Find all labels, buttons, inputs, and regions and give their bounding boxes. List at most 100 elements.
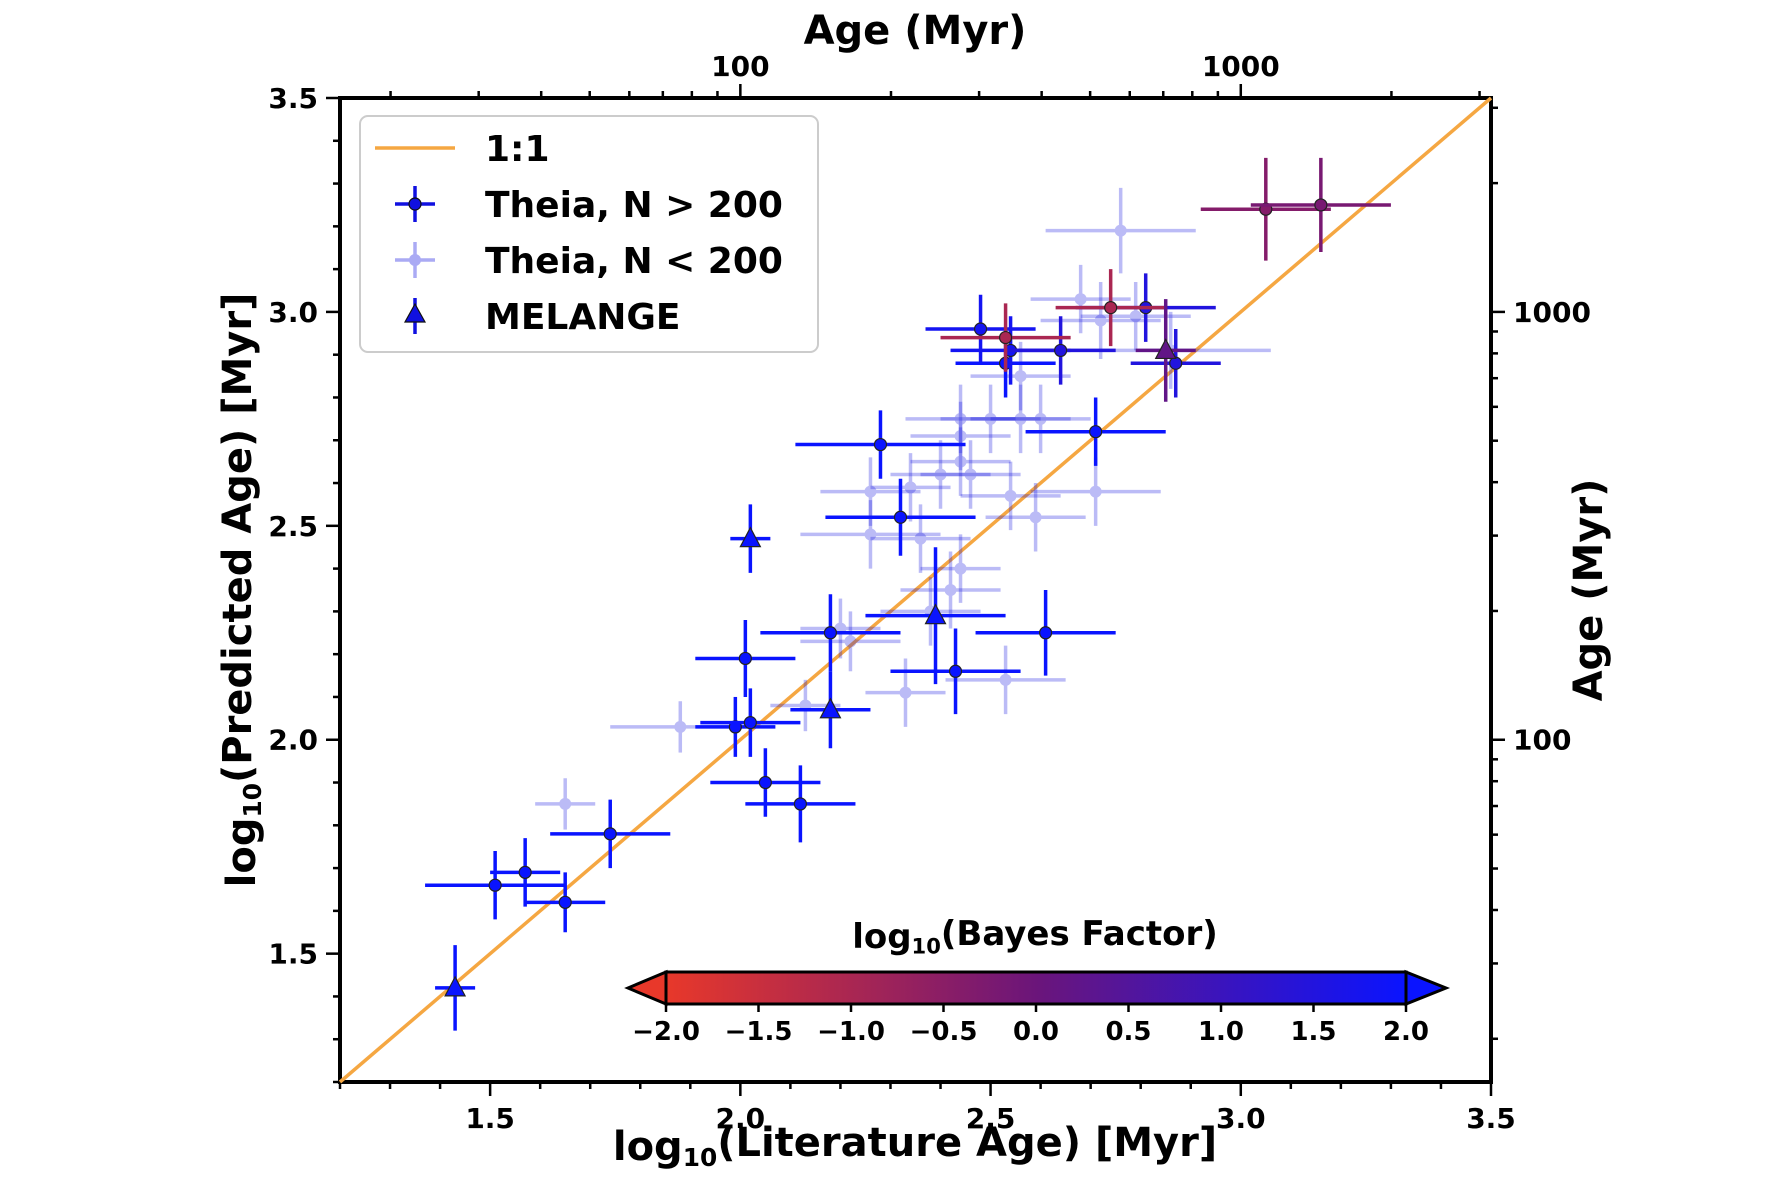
theia-small-point	[960, 461, 1061, 531]
one-to-one-line	[338, 96, 1493, 1084]
right-y-tick-label: 100	[1513, 724, 1571, 757]
colorbar-tick-label: 0.5	[1105, 1017, 1151, 1047]
theia-small-point	[870, 504, 971, 573]
theia-big-marker	[948, 664, 963, 678]
colorbar-tick-label: 0.0	[1013, 1017, 1059, 1047]
colorbar-tick-label: −2.0	[632, 1017, 700, 1047]
legend-melange-swatch	[403, 298, 427, 334]
right-y-axis-label: Age (Myr)	[1566, 479, 1612, 702]
theia-big-point	[975, 590, 1116, 676]
theia-big-point	[425, 850, 566, 920]
theia-big-marker	[1054, 343, 1068, 358]
theia-big-point	[1055, 269, 1166, 347]
theia-big-marker	[1169, 356, 1183, 370]
theia-big-marker	[603, 827, 617, 841]
theia-small-marker	[999, 673, 1012, 686]
theia-small-marker	[1034, 412, 1047, 425]
theia-small-marker	[1014, 370, 1027, 383]
legend-melange-label: MELANGE	[485, 297, 681, 338]
theia-big-marker	[893, 510, 908, 524]
legend-theia-small-swatch	[395, 242, 435, 278]
legend-box	[359, 115, 819, 353]
theia-big-point	[550, 799, 671, 869]
theia-small-point	[870, 453, 951, 522]
theia-big-point	[760, 594, 901, 672]
melange-point	[790, 671, 871, 749]
theia-small-point	[1080, 281, 1191, 351]
theia-small-point	[800, 611, 901, 672]
theia-small-point	[1030, 264, 1131, 334]
theia-small-point	[865, 658, 946, 727]
theia-small-marker	[904, 481, 917, 494]
x-tick-label: 2.0	[716, 1102, 766, 1135]
theia-small-point	[910, 427, 1011, 496]
melange-marker	[924, 603, 947, 625]
theia-big-point	[490, 838, 561, 907]
theia-big-point	[940, 303, 1071, 372]
axis-tick-labels: 1.5 2.0 2.5 3.0 3.5 1.5 2.0 2.5 3.0 3.5 100 1000 100…	[268, 50, 1591, 1135]
theia-big-marker	[1089, 425, 1103, 439]
colorbar-tick-label: −1.0	[817, 1017, 885, 1047]
x-tick-label: 2.5	[966, 1102, 1016, 1135]
theia-small-marker	[844, 635, 857, 648]
theia-big-point	[1130, 329, 1221, 398]
theia-big-marker	[973, 322, 988, 336]
x-tick-label: 3.0	[1216, 1102, 1266, 1135]
theia-small-marker	[1094, 314, 1107, 327]
data-marks	[425, 157, 1391, 1031]
y-tick-label: 2.5	[268, 510, 318, 543]
theia-big-marker	[998, 330, 1013, 345]
theia-small-marker	[559, 797, 572, 810]
theia-big-marker	[1104, 301, 1118, 315]
colorbar-ticks: −2.0 −1.5 −1.0 −0.5 0.0 0.5 1.0 1.5 2.0	[632, 1004, 1429, 1047]
theia-big-marker	[793, 797, 808, 811]
colorbar-tick-label: −0.5	[910, 1017, 978, 1047]
theia-small-point	[1045, 187, 1196, 274]
melange-point	[1135, 299, 1196, 402]
colorbar-high-extend	[1404, 969, 1451, 1007]
theia-big-point	[825, 478, 976, 556]
theia-big-point	[525, 872, 606, 933]
theia-big-marker	[758, 775, 772, 790]
legend-theia-big-swatch	[395, 186, 435, 222]
top-x-tick-label: 100	[711, 50, 769, 83]
top-x-tick-label: 1000	[1202, 50, 1280, 83]
theia-big-point	[695, 696, 776, 757]
theia-small-point	[890, 440, 991, 509]
theia-small-marker	[954, 455, 967, 468]
theia-small-marker	[1029, 511, 1042, 524]
theia-small-point	[920, 440, 1021, 509]
melange-point	[865, 547, 1006, 685]
theia-small-point	[920, 534, 1001, 603]
colorbar-title: log10(Bayes Factor)	[852, 914, 1218, 959]
y-tick-label: 3.5	[268, 82, 318, 115]
colorbar: log10(Bayes Factor) −2.0 −1.5 −1.0 −0.5 0.0 0…	[624, 914, 1451, 1047]
theia-small-marker	[1089, 485, 1102, 498]
colorbar-tick-label: 1.0	[1198, 1017, 1244, 1047]
theia-big-point	[695, 619, 796, 697]
top-x-axis-label: Age (Myr)	[804, 8, 1027, 54]
theia-big-point	[745, 765, 856, 843]
theia-small-point	[905, 384, 1016, 454]
right-y-tick-label: 1000	[1513, 296, 1591, 329]
theia-small-marker	[914, 532, 927, 545]
theia-big-point	[700, 688, 801, 757]
colorbar-tick-label: −1.5	[725, 1017, 793, 1047]
theia-small-marker	[964, 468, 977, 481]
legend-line-label: 1:1	[485, 129, 550, 170]
theia-small-point	[800, 598, 881, 659]
y-axis-label: log10(Predicted Age) [Myr]	[215, 293, 267, 888]
y-tick-label: 1.5	[268, 938, 318, 971]
theia-small-marker	[1114, 224, 1127, 237]
axis-ticks	[326, 84, 1505, 1096]
x-tick-label: 1.5	[465, 1102, 515, 1135]
theia-small-marker	[1074, 293, 1087, 306]
theia-small-marker	[934, 468, 947, 481]
theia-small-point	[820, 457, 921, 526]
theia-big-marker	[1314, 198, 1328, 212]
melange-point	[730, 504, 771, 573]
melange-marker	[444, 975, 467, 997]
y-tick-label: 3.0	[268, 296, 318, 329]
theia-small-point	[945, 645, 1066, 715]
